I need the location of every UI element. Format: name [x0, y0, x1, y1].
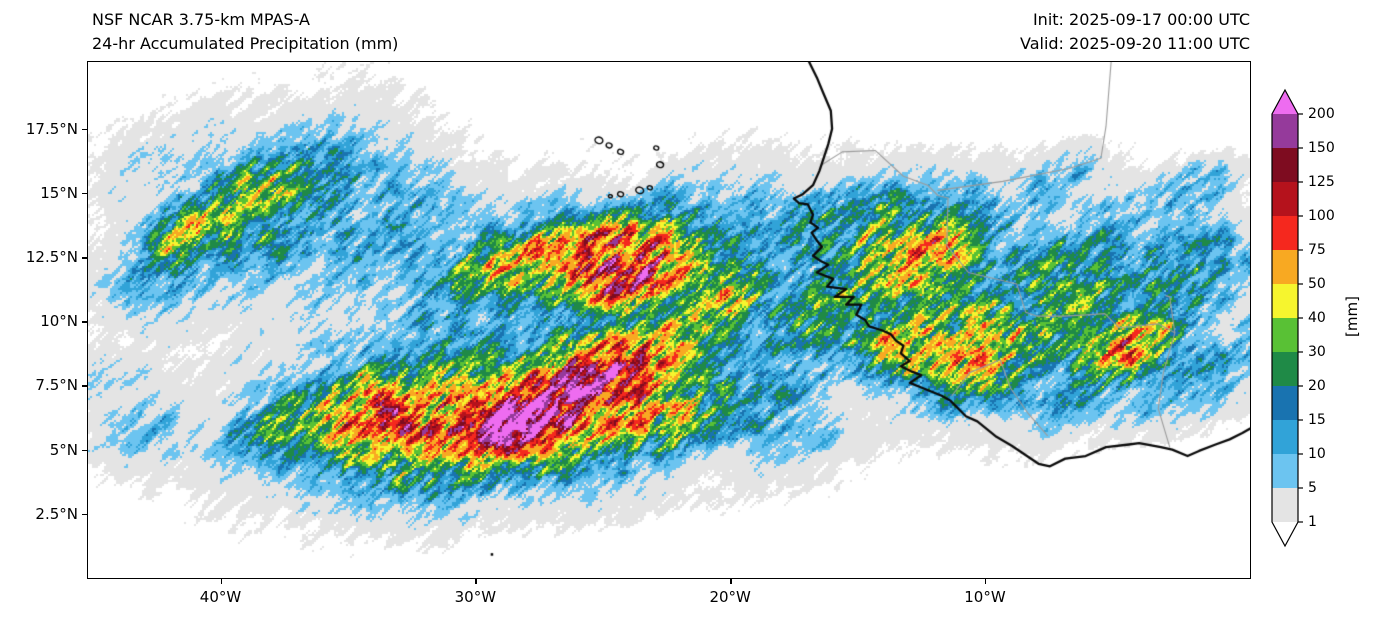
- y-tick-label: 10°N: [40, 312, 78, 331]
- x-tick-mark: [730, 579, 732, 584]
- colorbar-band: [1272, 250, 1298, 284]
- colorbar-tick-label: 5: [1308, 480, 1317, 496]
- colorbar-arrow-bottom: [1272, 522, 1298, 546]
- colorbar-band: [1272, 454, 1298, 488]
- precipitation-map-canvas: [88, 62, 1250, 578]
- colorbar-tick-label: 10: [1308, 446, 1326, 462]
- y-tick-label: 15°N: [40, 183, 78, 202]
- y-tick-label: 2.5°N: [35, 504, 78, 523]
- colorbar-tick-label: 1: [1308, 514, 1317, 530]
- colorbar-arrow-top: [1272, 90, 1298, 114]
- colorbar-band: [1272, 148, 1298, 182]
- y-tick-mark: [82, 321, 87, 323]
- y-tick-label: 12.5°N: [25, 248, 78, 267]
- colorbar-band: [1272, 114, 1298, 148]
- colorbar-tick-label: 75: [1308, 242, 1326, 258]
- y-tick-mark: [82, 257, 87, 259]
- x-tick-label: 10°W: [964, 588, 1006, 606]
- colorbar-tick-label: 15: [1308, 412, 1326, 428]
- y-tick-mark: [82, 192, 87, 195]
- x-tick-label: 20°W: [709, 588, 751, 606]
- plot-title: 24-hr Accumulated Precipitation (mm): [92, 34, 399, 53]
- colorbar-tick-label: 40: [1308, 310, 1326, 326]
- y-tick-label: 7.5°N: [35, 376, 78, 395]
- model-title: NSF NCAR 3.75-km MPAS-A: [92, 10, 310, 29]
- y-tick-mark: [82, 449, 87, 452]
- colorbar-tick-label: 125: [1308, 174, 1335, 190]
- colorbar-band: [1272, 284, 1298, 318]
- y-tick-label: 17.5°N: [25, 119, 78, 138]
- x-tick-mark: [475, 579, 477, 584]
- colorbar-band: [1272, 488, 1298, 522]
- x-tick-mark: [984, 579, 987, 584]
- colorbar: [mm] 200 150 125 100 75 50 40 30 20 15 10 5 1: [1270, 88, 1378, 588]
- colorbar-band: [1272, 420, 1298, 454]
- x-tick-mark: [220, 579, 222, 584]
- colorbar-tick-label: 100: [1308, 208, 1335, 224]
- y-tick-mark: [82, 513, 87, 516]
- colorbar-band: [1272, 216, 1298, 250]
- colorbar-band: [1272, 318, 1298, 352]
- colorbar-tick-label: 50: [1308, 276, 1326, 292]
- colorbar-unit-label: [mm]: [1343, 296, 1361, 337]
- init-time-label: Init: 2025-09-17 00:00 UTC: [1032, 10, 1250, 29]
- colorbar-svg: [1271, 88, 1303, 548]
- x-tick-label: 40°W: [199, 588, 242, 606]
- colorbar-band: [1272, 386, 1298, 420]
- y-tick-mark: [82, 128, 87, 131]
- valid-time-label: Valid: 2025-09-20 11:00 UTC: [1019, 34, 1250, 53]
- y-tick-mark: [82, 385, 87, 387]
- colorbar-band: [1272, 352, 1298, 386]
- colorbar-tick-label: 150: [1308, 140, 1335, 156]
- colorbar-tick-label: 20: [1308, 378, 1326, 394]
- x-tick-label: 30°W: [454, 588, 497, 606]
- colorbar-tick-label: 200: [1308, 106, 1335, 122]
- y-tick-label: 5°N: [49, 440, 78, 459]
- colorbar-tick-label: 30: [1308, 344, 1326, 360]
- colorbar-band: [1272, 182, 1298, 216]
